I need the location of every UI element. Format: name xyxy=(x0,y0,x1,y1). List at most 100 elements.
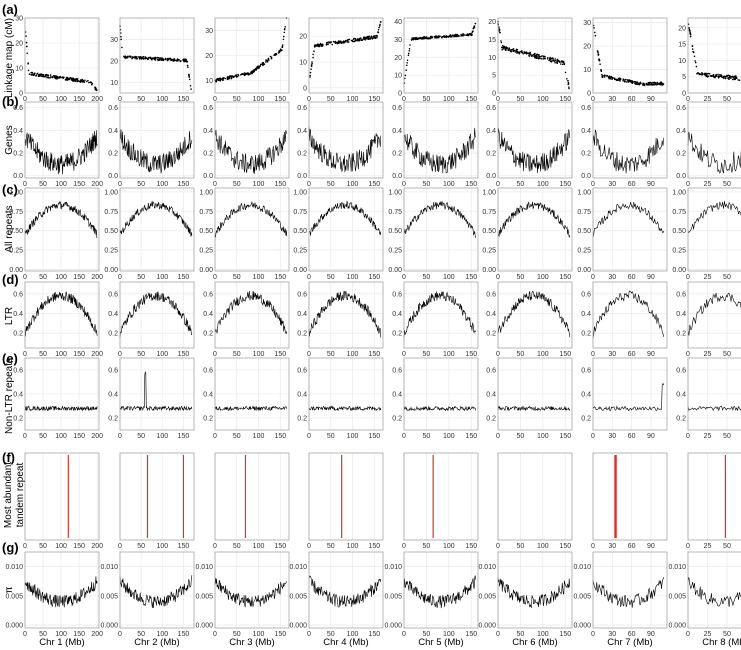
linkage-point xyxy=(714,74,717,77)
y-tick-label: 0.25 xyxy=(388,248,402,255)
y-tick-label: 0 xyxy=(398,91,402,98)
x-tick-label: 100 xyxy=(443,274,455,281)
linkage-point xyxy=(37,73,40,76)
linkage-point xyxy=(692,51,695,54)
linkage-point xyxy=(648,82,650,85)
x-tick-label: 0 xyxy=(402,181,406,188)
row-title-ltr: LTR xyxy=(4,307,15,325)
linkage-point xyxy=(556,60,558,63)
linkage-point xyxy=(465,34,467,36)
linkage-point xyxy=(738,79,741,81)
panel-frame xyxy=(592,281,668,349)
panel-frame xyxy=(403,357,479,431)
linkage-point xyxy=(347,41,349,43)
y-tick-label: 1.00 xyxy=(199,189,213,196)
linkage-point xyxy=(189,84,192,87)
x-tick-label: 0 xyxy=(307,351,311,358)
y-tick-label: 0.75 xyxy=(293,209,307,216)
x-tick-label: 100 xyxy=(55,433,67,440)
panel-frame xyxy=(497,187,573,272)
linkage-point xyxy=(123,55,125,58)
linkage-point xyxy=(603,76,606,78)
panel-frame xyxy=(497,357,573,431)
linkage-point xyxy=(643,83,645,85)
linkage-point xyxy=(229,75,231,77)
x-tick-label: 150 xyxy=(274,631,286,638)
y-tick-label: 0.6 xyxy=(676,291,686,298)
linkage-point xyxy=(533,55,535,58)
x-tick-label: 100 xyxy=(253,181,265,188)
x-tick-label: 0 xyxy=(591,351,595,358)
linkage-point xyxy=(710,74,712,77)
x-tick-label: 50 xyxy=(39,543,47,550)
x-tick-label: 50 xyxy=(327,631,335,638)
x-tick-label: 100 xyxy=(347,274,359,281)
x-axis-title-chr3: Chr 3 (Mb) xyxy=(229,637,274,648)
x-tick-label: 50 xyxy=(423,351,431,358)
x-axis-title-chr8: Chr 8 (Mb) xyxy=(702,637,741,648)
x-tick-label: 0 xyxy=(118,631,122,638)
x-tick-label: 150 xyxy=(178,274,190,281)
y-tick-label: 0.4 xyxy=(581,392,591,399)
linkage-point xyxy=(120,35,122,38)
linkage-point xyxy=(147,58,149,60)
x-tick-label: 0 xyxy=(23,631,27,638)
y-tick-label: 0.6 xyxy=(581,105,591,112)
linkage-point xyxy=(72,78,74,81)
linkage-point xyxy=(468,33,471,35)
linkage-point xyxy=(339,40,341,43)
linkage-point xyxy=(698,73,701,76)
linkage-point xyxy=(435,36,438,39)
linkage-point xyxy=(353,37,355,40)
y-tick-label: 0.0 xyxy=(203,173,213,180)
linkage-point xyxy=(379,24,381,27)
linkage-point xyxy=(518,52,521,55)
x-tick-label: 150 xyxy=(368,181,380,188)
linkage-point xyxy=(215,80,217,83)
x-tick-label: 50 xyxy=(327,274,335,281)
x-tick-label: 60 xyxy=(628,181,636,188)
linkage-point xyxy=(184,58,187,61)
linkage-point xyxy=(56,75,59,78)
x-tick-label: 150 xyxy=(465,351,477,358)
x-tick-label: 150 xyxy=(274,96,286,103)
linkage-point xyxy=(81,79,83,81)
y-tick-label: 0.25 xyxy=(104,248,118,255)
y-tick-label: 0.000 xyxy=(668,623,686,630)
linkage-point xyxy=(141,56,143,58)
linkage-point xyxy=(65,79,67,81)
x-tick-label: 100 xyxy=(55,181,67,188)
linkage-point xyxy=(340,41,343,44)
panel-frame xyxy=(214,281,290,349)
linkage-point xyxy=(500,41,503,44)
y-tick-label: 0.6 xyxy=(392,105,402,112)
linkage-point xyxy=(541,55,543,57)
x-tick-label: 0 xyxy=(307,433,311,440)
linkage-point xyxy=(404,77,406,80)
y-tick-label: 0.75 xyxy=(199,209,213,216)
linkage-point xyxy=(362,37,365,39)
y-tick-label: 0.75 xyxy=(104,209,118,216)
y-tick-label: 0.2 xyxy=(486,331,496,338)
linkage-point xyxy=(74,78,77,81)
linkage-point xyxy=(707,72,710,75)
x-tick-label: 60 xyxy=(628,274,636,281)
linkage-point xyxy=(471,33,473,36)
linkage-point xyxy=(282,35,285,38)
linkage-point xyxy=(646,83,648,86)
x-tick-label: 100 xyxy=(156,274,168,281)
x-tick-label: 0 xyxy=(591,96,595,103)
x-tick-label: 200 xyxy=(91,274,103,281)
linkage-point xyxy=(549,60,552,63)
linkage-point xyxy=(273,53,276,56)
panel-frame xyxy=(214,187,290,272)
y-tick-label: 10 xyxy=(394,73,402,80)
linkage-point xyxy=(505,47,507,49)
y-tick-label: 20 xyxy=(394,55,402,62)
linkage-point xyxy=(27,62,30,64)
y-tick-label: 0.6 xyxy=(486,368,496,375)
x-tick-label: 100 xyxy=(537,96,549,103)
linkage-point xyxy=(188,74,190,77)
linkage-point xyxy=(166,57,169,60)
y-tick-label: 0.2 xyxy=(392,331,402,338)
